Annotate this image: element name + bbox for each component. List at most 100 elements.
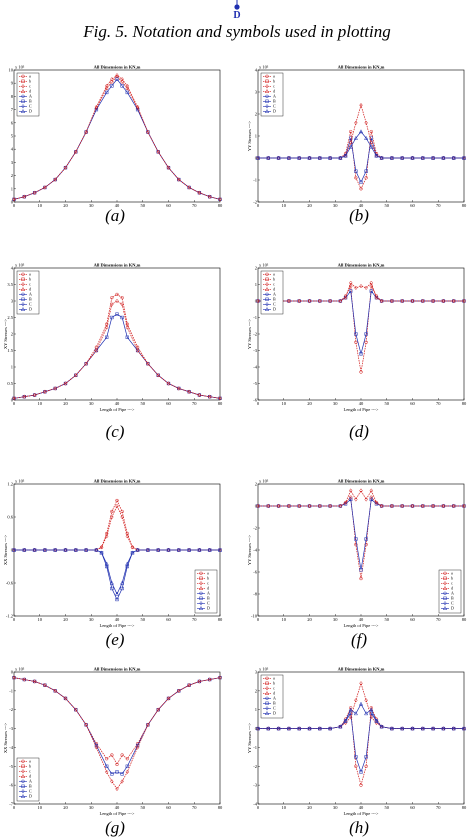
data-point: [105, 764, 109, 768]
series-3: [12, 298, 222, 401]
data-point: [110, 586, 114, 591]
data-point: [63, 547, 68, 552]
y-tick-label: 2.5: [7, 315, 13, 320]
x-tick-label: 40: [359, 617, 364, 622]
y-tick-label: -3: [253, 783, 257, 788]
y-tick-label: -10: [251, 614, 258, 619]
data-point: [328, 726, 332, 731]
data-point: [410, 298, 415, 304]
x-tick-label: 20: [307, 401, 312, 406]
x-tick-label: 30: [89, 401, 94, 406]
x-tick-label: 20: [63, 617, 68, 622]
legend-marker: [21, 769, 25, 774]
legend-marker: [199, 576, 203, 580]
legend-label: d: [273, 691, 275, 696]
legend-marker: [443, 571, 447, 575]
x-tick-label: 40: [359, 805, 364, 810]
data-point: [53, 177, 57, 182]
data-point: [364, 120, 368, 126]
legend-marker: [265, 302, 269, 307]
data-point: [22, 547, 27, 553]
data-point: [156, 373, 160, 378]
chart-panel-b: x 10³ All Dimensions in KN,m 0 10 20 30 40 50 60…: [247, 62, 470, 228]
data-point: [359, 352, 363, 356]
data-point: [32, 392, 37, 398]
legend-label: C: [273, 104, 276, 109]
marker-dot-icon: [234, 4, 240, 10]
legend-marker: [20, 793, 26, 798]
data-point: [297, 155, 301, 161]
x-tick-label: 80: [218, 617, 223, 622]
data-point: [145, 547, 150, 552]
legend-marker: [442, 605, 448, 610]
data-point: [22, 547, 27, 552]
data-point: [389, 155, 394, 160]
x-tick-label: 50: [385, 401, 390, 406]
data-point: [364, 537, 368, 541]
data-point: [110, 514, 114, 520]
y-tick-label: 3: [11, 160, 14, 165]
data-point: [94, 743, 99, 748]
chart-title: All Dimensions in KN,m: [338, 65, 385, 70]
data-point: [207, 677, 212, 682]
data-point: [74, 373, 78, 378]
legend-label: D: [29, 307, 32, 312]
legend-label: c: [207, 581, 209, 586]
data-point: [197, 679, 202, 684]
data-point: [421, 155, 425, 161]
legend-label: a: [29, 272, 31, 277]
data-point: [187, 682, 191, 688]
y-tick-label: 4: [11, 147, 14, 152]
data-point: [462, 155, 466, 161]
legend-marker: [265, 706, 269, 711]
x-tick-label: 20: [63, 401, 68, 406]
legend-marker: [264, 690, 270, 695]
chart-svg-f: x 10³ All Dimensions in KN,m0 10 20 30 40 50 60…: [247, 479, 467, 629]
x-tick-label: 0: [257, 401, 260, 406]
series-3: [12, 675, 222, 792]
data-point: [276, 155, 281, 160]
x-tick-label: 80: [462, 617, 467, 622]
subfigure-label-a: (a): [105, 206, 125, 225]
legend-label: d: [207, 586, 209, 591]
data-point: [84, 361, 88, 366]
data-point: [364, 542, 368, 547]
data-point: [374, 153, 379, 159]
legend-marker: [20, 773, 26, 778]
data-point: [22, 194, 27, 199]
y-tick-label: 0: [11, 548, 14, 553]
x-tick-label: 60: [410, 203, 415, 208]
legend-label: b: [273, 79, 275, 84]
y-tick-label: 2: [255, 482, 257, 487]
x-tick-label: 30: [89, 203, 94, 208]
legend-marker: [265, 686, 269, 691]
legend-marker: [20, 108, 26, 113]
legend-marker: [264, 286, 270, 291]
data-point: [364, 755, 368, 759]
series-4: [255, 129, 467, 160]
data-point: [354, 764, 358, 768]
data-point: [166, 165, 171, 170]
x-tick-label: 40: [115, 401, 120, 406]
data-point: [364, 711, 369, 716]
data-point: [369, 715, 374, 720]
data-point: [431, 155, 436, 160]
x-tick-label: 30: [89, 617, 94, 622]
plot-frame: [13, 69, 221, 203]
data-point: [343, 500, 348, 505]
data-point: [441, 503, 446, 509]
y-tick-label: 0: [11, 670, 14, 675]
chart-svg-d: x 10³ All Dimensions in KN,m0 10 20 30 40 50 60…: [247, 263, 467, 413]
y-tick-label: -2: [253, 764, 257, 769]
y-axis-label: XX Stresses --->: [3, 722, 8, 753]
chart-panel-e: x 10³ All Dimensions in KN,m 0 10 20 30 40 50 60…: [3, 476, 226, 642]
data-point: [451, 726, 456, 731]
legend-label: a: [273, 74, 275, 79]
data-point: [328, 155, 333, 160]
data-point: [110, 296, 114, 300]
x-tick-label: 10: [282, 617, 287, 622]
x-tick-label: 70: [192, 203, 197, 208]
data-point: [354, 340, 358, 344]
